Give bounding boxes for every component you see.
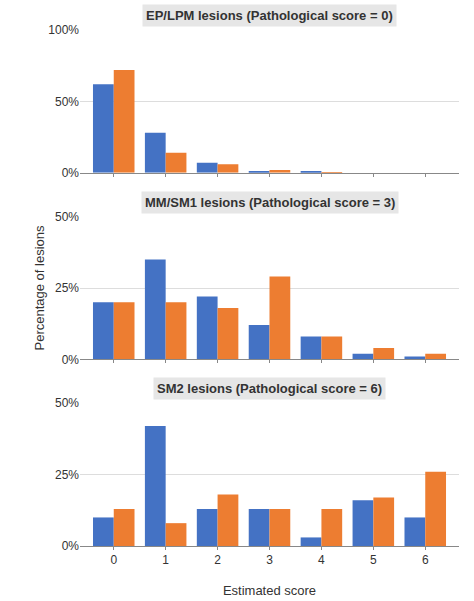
svg-text:Estimated score: Estimated score xyxy=(223,583,316,598)
svg-text:2: 2 xyxy=(214,553,221,567)
svg-text:0%: 0% xyxy=(62,539,80,553)
svg-text:50%: 50% xyxy=(55,210,79,224)
svg-text:50%: 50% xyxy=(55,95,79,109)
svg-text:SM2 lesions (Pathological scor: SM2 lesions (Pathological score = 6) xyxy=(157,381,382,396)
svg-text:3: 3 xyxy=(266,553,273,567)
svg-text:25%: 25% xyxy=(55,468,79,482)
svg-text:EP/LPM lesions (Pathological s: EP/LPM lesions (Pathological score = 0) xyxy=(146,8,393,23)
svg-text:1: 1 xyxy=(162,553,169,567)
svg-text:0%: 0% xyxy=(62,166,80,180)
svg-text:Percentage of lesions: Percentage of lesions xyxy=(32,225,47,351)
svg-text:4: 4 xyxy=(318,553,325,567)
svg-text:25%: 25% xyxy=(55,281,79,295)
svg-text:6: 6 xyxy=(422,553,429,567)
svg-text:MM/SM1 lesions (Pathological s: MM/SM1 lesions (Pathological score = 3) xyxy=(145,195,395,210)
svg-text:5: 5 xyxy=(370,553,377,567)
svg-text:0%: 0% xyxy=(62,353,80,367)
svg-text:50%: 50% xyxy=(55,396,79,410)
svg-text:0: 0 xyxy=(110,553,117,567)
svg-text:100%: 100% xyxy=(48,23,79,37)
